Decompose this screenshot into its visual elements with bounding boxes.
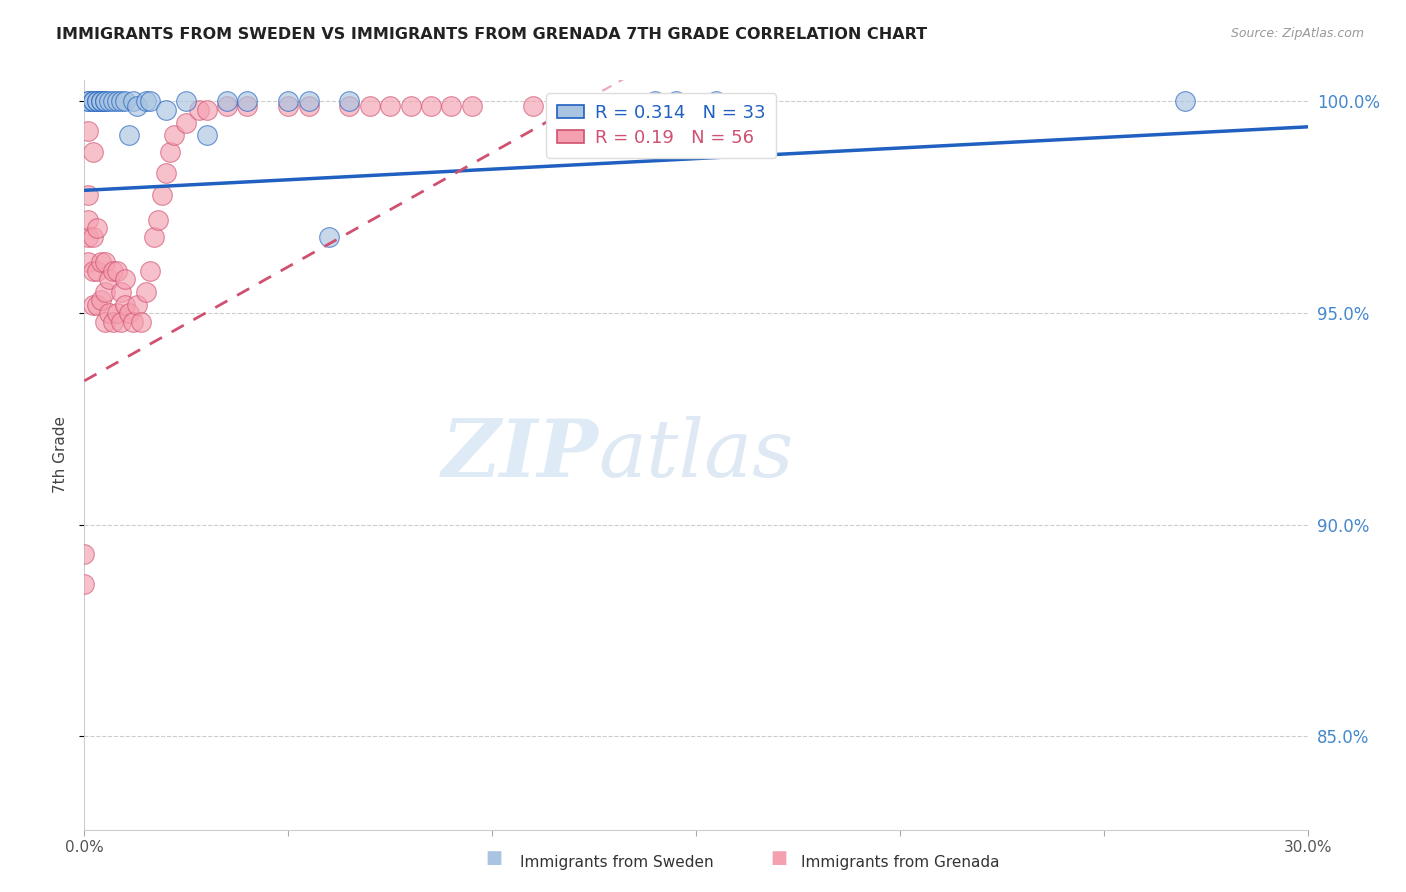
Point <box>127 298 149 312</box>
Point <box>90 293 112 308</box>
Point <box>298 95 321 109</box>
Point <box>127 98 149 112</box>
Text: IMMIGRANTS FROM SWEDEN VS IMMIGRANTS FROM GRENADA 7TH GRADE CORRELATION CHART: IMMIGRANTS FROM SWEDEN VS IMMIGRANTS FRO… <box>56 27 928 42</box>
Point <box>82 95 104 109</box>
Point <box>90 255 112 269</box>
Point <box>159 145 181 160</box>
Point <box>90 95 112 109</box>
Point <box>359 98 381 112</box>
Point <box>86 264 108 278</box>
Text: atlas: atlas <box>598 417 793 493</box>
Point <box>101 264 124 278</box>
Point <box>277 98 299 112</box>
Point <box>440 98 463 112</box>
Text: ■: ■ <box>485 849 502 867</box>
Point <box>105 95 128 109</box>
Point <box>155 103 177 117</box>
Point <box>277 95 299 109</box>
Point <box>77 230 100 244</box>
Point <box>236 98 259 112</box>
Point <box>706 95 728 109</box>
Point <box>339 98 361 112</box>
Point <box>93 95 115 109</box>
Point <box>298 98 321 112</box>
Point <box>101 95 124 109</box>
Point <box>138 95 160 109</box>
Point <box>318 230 340 244</box>
Point <box>146 213 169 227</box>
Point <box>73 548 96 562</box>
Point <box>420 98 443 112</box>
Point <box>82 230 104 244</box>
Text: ■: ■ <box>770 849 787 867</box>
Point <box>93 95 115 109</box>
Point <box>217 98 239 112</box>
Point <box>82 145 104 160</box>
Point <box>93 255 115 269</box>
Point <box>399 98 422 112</box>
Point <box>77 255 100 269</box>
Point <box>77 95 100 109</box>
Point <box>97 95 120 109</box>
Point <box>77 95 100 109</box>
Point <box>101 315 124 329</box>
Point <box>93 315 115 329</box>
Point <box>163 128 186 143</box>
Point <box>114 95 136 109</box>
Point <box>86 221 108 235</box>
Point <box>142 230 165 244</box>
Text: Immigrants from Sweden: Immigrants from Sweden <box>520 855 714 870</box>
Point <box>135 285 157 299</box>
Point <box>380 98 402 112</box>
Point <box>77 124 100 138</box>
Y-axis label: 7th Grade: 7th Grade <box>52 417 67 493</box>
Point <box>339 95 361 109</box>
Point <box>77 213 100 227</box>
Point <box>97 306 120 320</box>
Point <box>217 95 239 109</box>
Point <box>155 166 177 180</box>
Point <box>1174 95 1197 109</box>
Point <box>236 95 259 109</box>
Point <box>114 272 136 286</box>
Point <box>82 95 104 109</box>
Point <box>82 298 104 312</box>
Text: ZIP: ZIP <box>441 417 598 493</box>
Point <box>82 264 104 278</box>
Point <box>174 95 197 109</box>
Point <box>86 95 108 109</box>
Point <box>110 95 132 109</box>
Point <box>174 115 197 129</box>
Point <box>73 577 96 591</box>
Point <box>110 285 132 299</box>
Point <box>110 315 132 329</box>
Point <box>118 306 141 320</box>
Point <box>118 128 141 143</box>
Point <box>105 264 128 278</box>
Point <box>122 315 145 329</box>
Point <box>187 103 209 117</box>
Point <box>195 128 218 143</box>
Point <box>97 272 120 286</box>
Point <box>138 264 160 278</box>
Point <box>665 95 688 109</box>
Point <box>131 315 153 329</box>
Point <box>86 95 108 109</box>
Point <box>93 285 115 299</box>
Point <box>105 306 128 320</box>
Point <box>86 298 108 312</box>
Point <box>114 298 136 312</box>
Point <box>122 95 145 109</box>
Point <box>77 187 100 202</box>
Point <box>644 95 666 109</box>
Legend: R = 0.314   N = 33, R = 0.19   N = 56: R = 0.314 N = 33, R = 0.19 N = 56 <box>546 93 776 158</box>
Text: Source: ZipAtlas.com: Source: ZipAtlas.com <box>1230 27 1364 40</box>
Text: Immigrants from Grenada: Immigrants from Grenada <box>801 855 1000 870</box>
Point <box>195 103 218 117</box>
Point <box>90 95 112 109</box>
Point <box>150 187 173 202</box>
Point <box>461 98 484 112</box>
Point <box>522 98 544 112</box>
Point <box>135 95 157 109</box>
